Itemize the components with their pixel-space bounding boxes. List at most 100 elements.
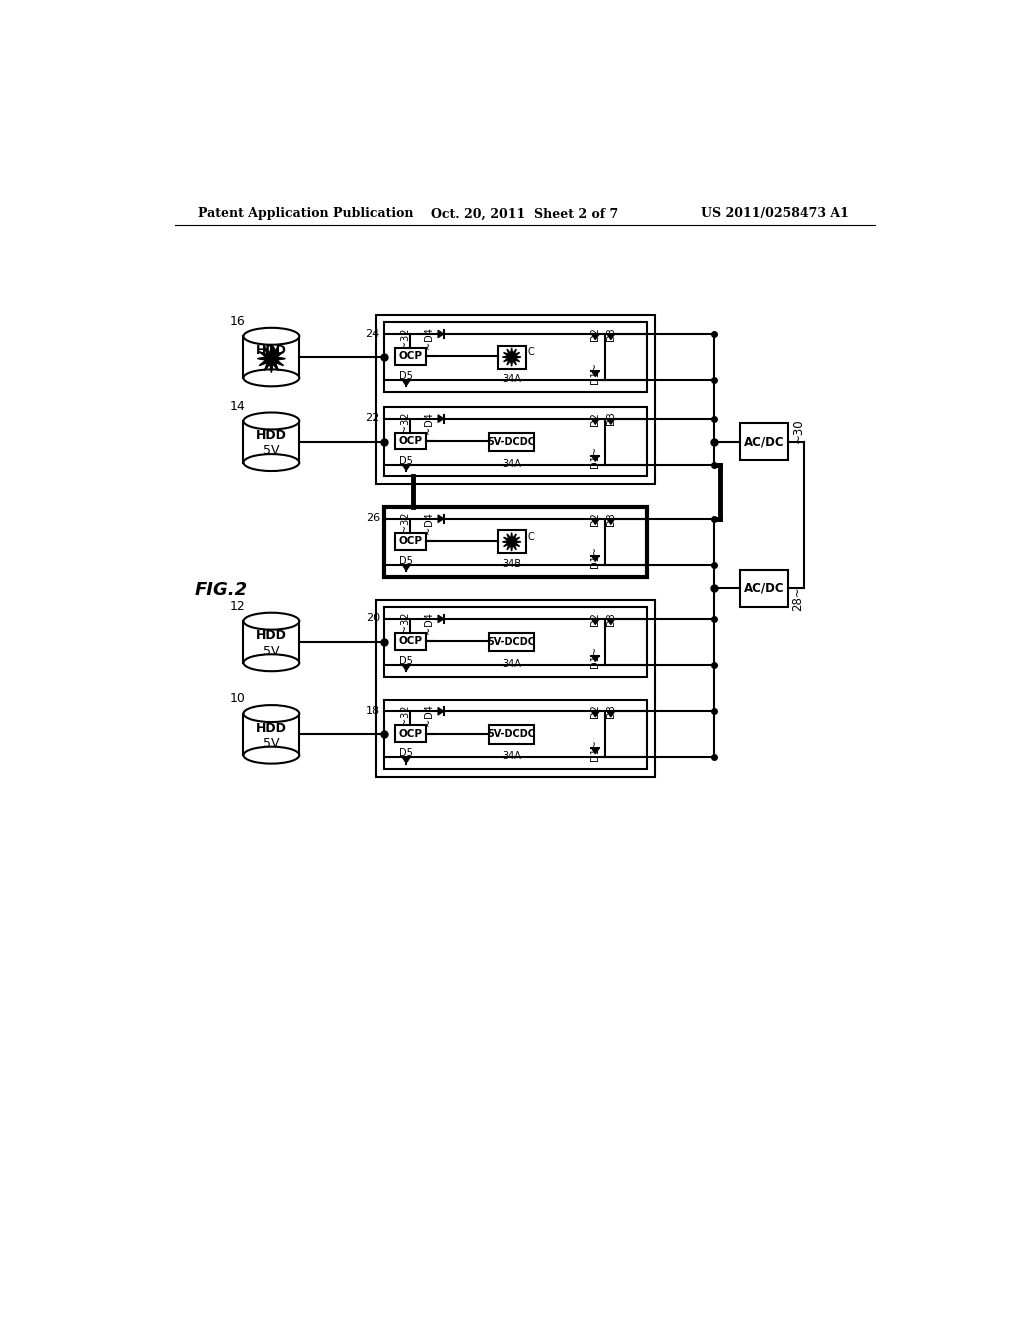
Bar (394, 433, 426, 449)
Text: D5: D5 (399, 556, 413, 566)
Bar (740, 570, 788, 607)
Ellipse shape (244, 370, 299, 387)
Polygon shape (592, 519, 599, 524)
Text: AC/DC: AC/DC (744, 582, 784, 594)
Polygon shape (592, 455, 599, 462)
Bar (384, 322, 647, 392)
Polygon shape (607, 334, 614, 339)
Bar (244, 622, 299, 663)
Text: 34A: 34A (502, 374, 521, 384)
Polygon shape (607, 711, 614, 717)
Text: 5V-DCDC: 5V-DCDC (487, 730, 536, 739)
Text: D2: D2 (590, 512, 600, 525)
Text: 5V: 5V (263, 737, 280, 750)
Bar (498, 531, 525, 553)
Text: HDD: HDD (256, 429, 287, 442)
Polygon shape (592, 656, 599, 661)
Text: ~D4: ~D4 (424, 612, 434, 634)
Text: 26: 26 (366, 513, 380, 523)
Text: 16: 16 (229, 315, 245, 329)
Text: 34A: 34A (502, 459, 521, 469)
Text: D1~: D1~ (590, 546, 600, 569)
Bar (244, 421, 299, 462)
Polygon shape (402, 565, 410, 570)
Bar (489, 725, 535, 743)
Polygon shape (257, 345, 286, 372)
Text: D5: D5 (399, 656, 413, 665)
Text: OCP: OCP (398, 351, 422, 362)
Text: 5V: 5V (263, 445, 280, 458)
Bar (376, 314, 655, 484)
Text: C: C (527, 347, 534, 356)
Polygon shape (592, 371, 599, 376)
Text: HDD: HDD (256, 722, 287, 735)
Text: 18: 18 (366, 706, 380, 715)
Text: AC/DC: AC/DC (744, 436, 784, 449)
Polygon shape (592, 418, 599, 425)
Polygon shape (592, 556, 599, 561)
Ellipse shape (244, 612, 299, 630)
Polygon shape (592, 334, 599, 339)
Text: D1~: D1~ (590, 362, 600, 384)
Bar (384, 507, 647, 577)
Polygon shape (503, 348, 521, 367)
Text: US 2011/0258473 A1: US 2011/0258473 A1 (700, 207, 849, 220)
Text: OCP: OCP (398, 636, 422, 647)
Polygon shape (402, 758, 410, 763)
Text: ~D4: ~D4 (424, 512, 434, 533)
Text: ~D4: ~D4 (424, 327, 434, 348)
Text: ~30: ~30 (792, 418, 805, 444)
Polygon shape (438, 330, 443, 338)
Text: 5V-DCDC: 5V-DCDC (487, 638, 536, 647)
Text: 14: 14 (229, 400, 245, 413)
Text: 34B: 34B (502, 558, 521, 569)
Text: FIG.2: FIG.2 (195, 581, 248, 598)
Text: D2: D2 (590, 412, 600, 425)
Text: D1~: D1~ (590, 647, 600, 668)
Polygon shape (438, 708, 443, 715)
Text: D5: D5 (399, 371, 413, 381)
Polygon shape (607, 619, 614, 624)
Text: 22: 22 (366, 413, 380, 424)
Bar (376, 599, 655, 776)
Text: OCP: OCP (398, 536, 422, 546)
Bar (489, 632, 535, 651)
Bar (489, 433, 535, 451)
Text: 24: 24 (366, 329, 380, 338)
Bar (244, 337, 299, 378)
Polygon shape (438, 515, 443, 523)
Bar (384, 407, 647, 477)
Text: 12: 12 (229, 601, 245, 612)
Bar (394, 533, 426, 549)
Ellipse shape (244, 327, 299, 345)
Text: ~32: ~32 (400, 612, 411, 632)
Text: OCP: OCP (398, 436, 422, 446)
Text: ~32: ~32 (400, 705, 411, 725)
Text: D2: D2 (590, 612, 600, 626)
Polygon shape (402, 465, 410, 471)
Text: HDD: HDD (256, 345, 287, 358)
Text: D3: D3 (606, 612, 615, 626)
Text: 5V-DCDC: 5V-DCDC (487, 437, 536, 446)
Text: D5: D5 (399, 455, 413, 466)
Ellipse shape (244, 705, 299, 722)
Bar (394, 348, 426, 364)
Text: OCP: OCP (398, 729, 422, 739)
Text: 10: 10 (229, 693, 245, 705)
Text: 5V: 5V (263, 644, 280, 657)
Text: ~32: ~32 (400, 412, 411, 432)
Text: ~D4: ~D4 (424, 705, 434, 726)
Ellipse shape (244, 747, 299, 763)
Text: 34A: 34A (502, 751, 521, 762)
Text: D2: D2 (590, 705, 600, 718)
Bar (394, 632, 426, 649)
Text: ~32: ~32 (400, 327, 411, 347)
Ellipse shape (244, 655, 299, 671)
Polygon shape (402, 380, 410, 385)
Polygon shape (607, 418, 614, 425)
Bar (244, 714, 299, 755)
Polygon shape (438, 615, 443, 623)
Ellipse shape (244, 454, 299, 471)
Text: Oct. 20, 2011  Sheet 2 of 7: Oct. 20, 2011 Sheet 2 of 7 (431, 207, 618, 220)
Polygon shape (592, 711, 599, 717)
